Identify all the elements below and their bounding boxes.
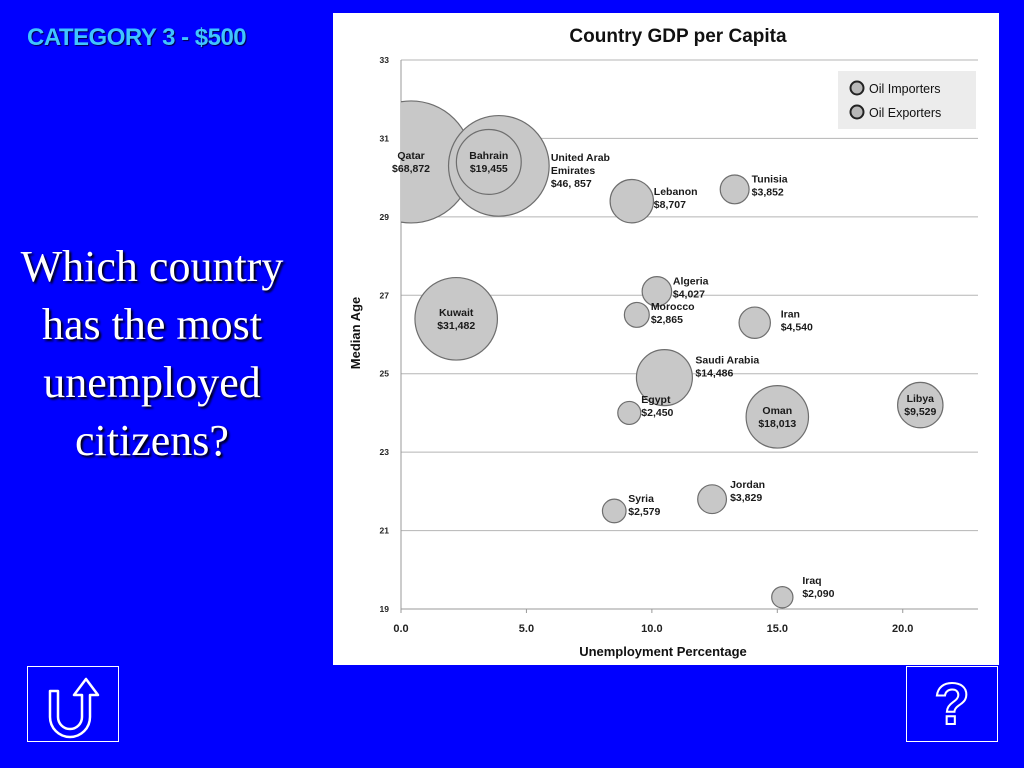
bubble [771,586,794,609]
bubble-chart: Country GDP per Capita 19 21 23 25 27 29 31 33 0… [348,26,978,659]
bubble-label: Bahrain $19,455 [469,150,508,175]
bubble-label: Syria $2,579 [628,493,660,518]
y-tick-label: 21 [380,526,390,536]
return-u-arrow-icon [48,677,100,739]
bubble [719,174,750,205]
bubble-label: Qatar $68,872 [392,150,430,175]
legend-marker-importers [849,80,865,96]
x-tick-label: 15.0 [767,623,788,635]
bubble-label: Egypt $2,450 [641,394,673,419]
axes: 19 21 23 25 27 29 31 33 0.0 5.0 10.0 15.0 20.0 [380,55,978,635]
bubble [697,484,728,515]
y-tick-label: 33 [380,55,390,65]
bubble-label: Morocco $2,865 [651,301,695,326]
chart-title: Country GDP per Capita [569,26,787,47]
back-button[interactable] [27,666,119,742]
bubble [641,276,673,307]
legend-label-importers: Oil Importers [869,82,941,96]
question-mark-icon: ? [933,671,970,738]
bubble [623,301,650,328]
bubble [745,385,810,449]
bubble [617,400,642,426]
question-text: Which country has the most unemployed ci… [0,238,304,470]
bubble-label: United Arab Emirates $46, 857 [551,152,610,190]
bubble [635,349,693,407]
x-axis-label: Unemployment Percentage [579,644,747,659]
bubble [414,276,499,361]
x-tick-label: 5.0 [519,623,534,635]
bubble-label: Kuwait $31,482 [437,307,475,332]
question-line: has the most [42,300,262,349]
y-tick-label: 27 [380,290,390,300]
bubble [897,381,944,429]
bubble-label: Libya $9,529 [904,393,936,418]
bubble-label: Tunisia $3,852 [752,173,788,198]
question-line: citizens? [75,416,229,465]
bubbles [401,100,944,609]
question-line: unemployed [43,358,261,407]
bubble-label: Jordan $3,829 [730,479,765,504]
question-line: Which country [20,242,284,291]
x-tick-label: 20.0 [892,623,913,635]
y-tick-label: 29 [380,212,390,222]
bubble-label: Algeria $4,027 [673,275,709,300]
bubble [738,306,771,339]
bubble-labels: Qatar $68,872 United Arab Emirates $46, 857 B… [392,150,936,600]
y-axis-label: Median Age [348,297,363,369]
bubble [601,498,627,524]
y-tick-label: 19 [380,604,390,614]
x-tick-label: 10.0 [641,623,662,635]
bubble-label: Oman $18,013 [758,405,796,430]
category-title: CATEGORY 3 - $500 [27,24,247,51]
x-tick-label: 0.0 [393,623,408,635]
y-tick-label: 31 [380,133,390,143]
chart-panel: Country GDP per Capita 19 21 23 25 27 29 31 33 0… [333,13,999,665]
bubble-label: Iraq $2,090 [802,575,834,600]
bubble [455,128,522,195]
legend: Oil Importers Oil Exporters [838,71,976,129]
help-button[interactable]: ? [906,666,998,742]
legend-box [838,71,976,129]
legend-marker-exporters [849,104,865,120]
bubble [609,178,655,224]
y-tick-label: 25 [380,369,390,379]
bubble-label: Iran $4,540 [781,309,813,334]
bubble-label: Saudi Arabia $14,486 [695,355,759,380]
y-tick-label: 23 [380,447,390,457]
bubble-label: Lebanon $8,707 [654,186,698,211]
legend-label-exporters: Oil Exporters [869,106,941,120]
